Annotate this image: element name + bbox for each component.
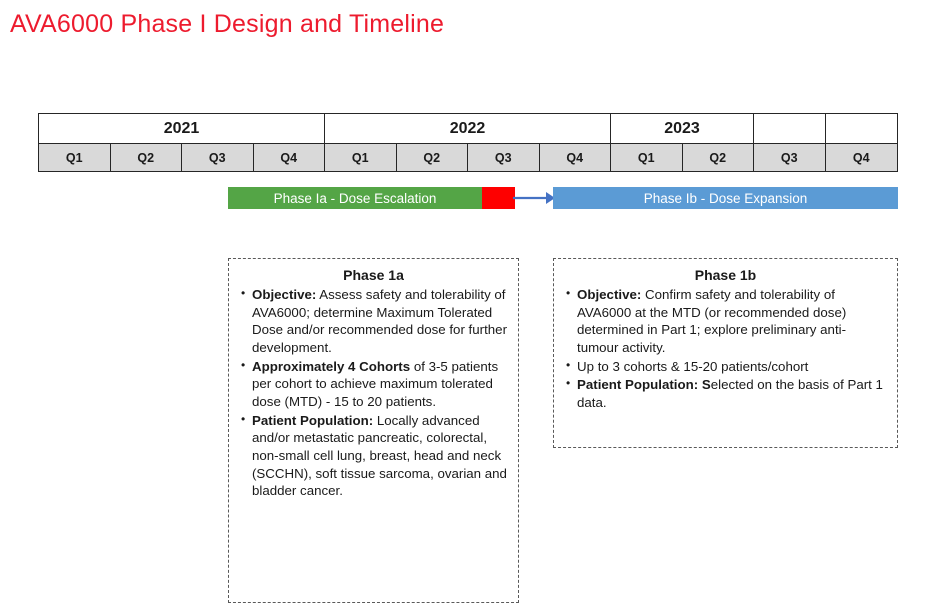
phase1a-box-title: Phase 1a [343, 267, 404, 283]
phase1a-dose-escalation-bar: Phase Ia - Dose Escalation [228, 187, 482, 209]
quarter-cell: Q2 [397, 144, 468, 171]
bullet-text: elected on the basis of Part 1 data. [577, 377, 883, 411]
phase1a-bullet-list: Objective: Assess safety and tolerabilit… [239, 286, 508, 500]
year-row: 2021 2022 2023 [39, 114, 897, 143]
quarter-cell: Q2 [111, 144, 182, 171]
phase1b-box-title: Phase 1b [694, 267, 757, 283]
quarter-cell: Q4 [852, 150, 870, 165]
bullet-item: Patient Population: Locally advanced and… [239, 412, 508, 500]
phase1b-bullet-list: Objective: Confirm safety and tolerabili… [564, 286, 887, 412]
bullet-text: Assess safety and tolerability of AVA600… [252, 287, 507, 356]
bullet-text: of 3-5 patients per cohort to achieve ma… [252, 358, 499, 410]
year-cell-2022: 2022 [325, 114, 611, 143]
phase1b-dose-expansion-bar: Phase Ib - Dose Expansion [553, 187, 898, 209]
quarter-cell: Q2 [683, 144, 754, 171]
arrow-head [546, 192, 555, 204]
timeline-table: 2021 2022 2023 Q1 Q2 Q3 Q4 Q1 Q2 Q3 Q4 Q… [38, 113, 898, 172]
bullet-text: Locally advanced and/or metastatic pancr… [252, 412, 507, 499]
bullet-item: Objective: Confirm safety and tolerabili… [564, 286, 887, 357]
bullet-lead: Approximately 4 Cohorts [252, 358, 411, 374]
bullet-lead: Objective: [577, 287, 642, 302]
bullet-item: Up to 3 cohorts & 15-20 patients/cohort [564, 358, 887, 376]
bullet-text: Up to 3 cohorts & 15-20 patients/cohort [577, 358, 809, 374]
phase1a-bar-label: Phase Ia - Dose Escalation [273, 190, 437, 206]
quarter-cell: Q4 [254, 144, 325, 171]
quarter-cell: Q1 [325, 144, 397, 171]
transition-arrow-icon [513, 192, 555, 204]
quarter-cell: Q4 [540, 144, 611, 171]
phase1a-detail-box: Phase 1a Objective: Assess safety and to… [228, 258, 519, 603]
bullet-lead: Patient Population: [252, 412, 374, 428]
transition-red-segment [482, 187, 515, 209]
quarter-cell: Q1 [611, 144, 683, 171]
bullet-text: Confirm safety and tolerability of AVA60… [577, 287, 847, 356]
bullet-item: Approximately 4 Cohorts of 3-5 patients … [239, 358, 508, 411]
quarter-cell: Q3 [182, 144, 254, 171]
quarter-cell: Q3 [754, 144, 826, 171]
quarter-cell: Q1 [39, 144, 111, 171]
bullet-item: Patient Population: Selected on the basi… [564, 376, 887, 411]
phase1b-bar-label: Phase Ib - Dose Expansion [643, 190, 808, 206]
phase1b-detail-box: Phase 1b Objective: Confirm safety and t… [553, 258, 898, 448]
quarter-row: Q1 Q2 Q3 Q4 Q1 Q2 Q3 Q4 Q1 Q2 Q3 Q4 [39, 143, 897, 171]
bullet-lead: Patient Population: S [577, 377, 711, 393]
quarter-cell: Q3 [468, 144, 540, 171]
bullet-item: Objective: Assess safety and tolerabilit… [239, 286, 508, 357]
bullet-lead: Objective: [252, 287, 317, 302]
year-cell-2021: 2021 [39, 114, 325, 143]
year-cell-empty-2 [826, 114, 898, 143]
year-cell-2023: 2023 [611, 114, 754, 143]
year-cell-empty-1 [754, 114, 826, 143]
page-title: AVA6000 Phase I Design and Timeline [10, 10, 445, 38]
